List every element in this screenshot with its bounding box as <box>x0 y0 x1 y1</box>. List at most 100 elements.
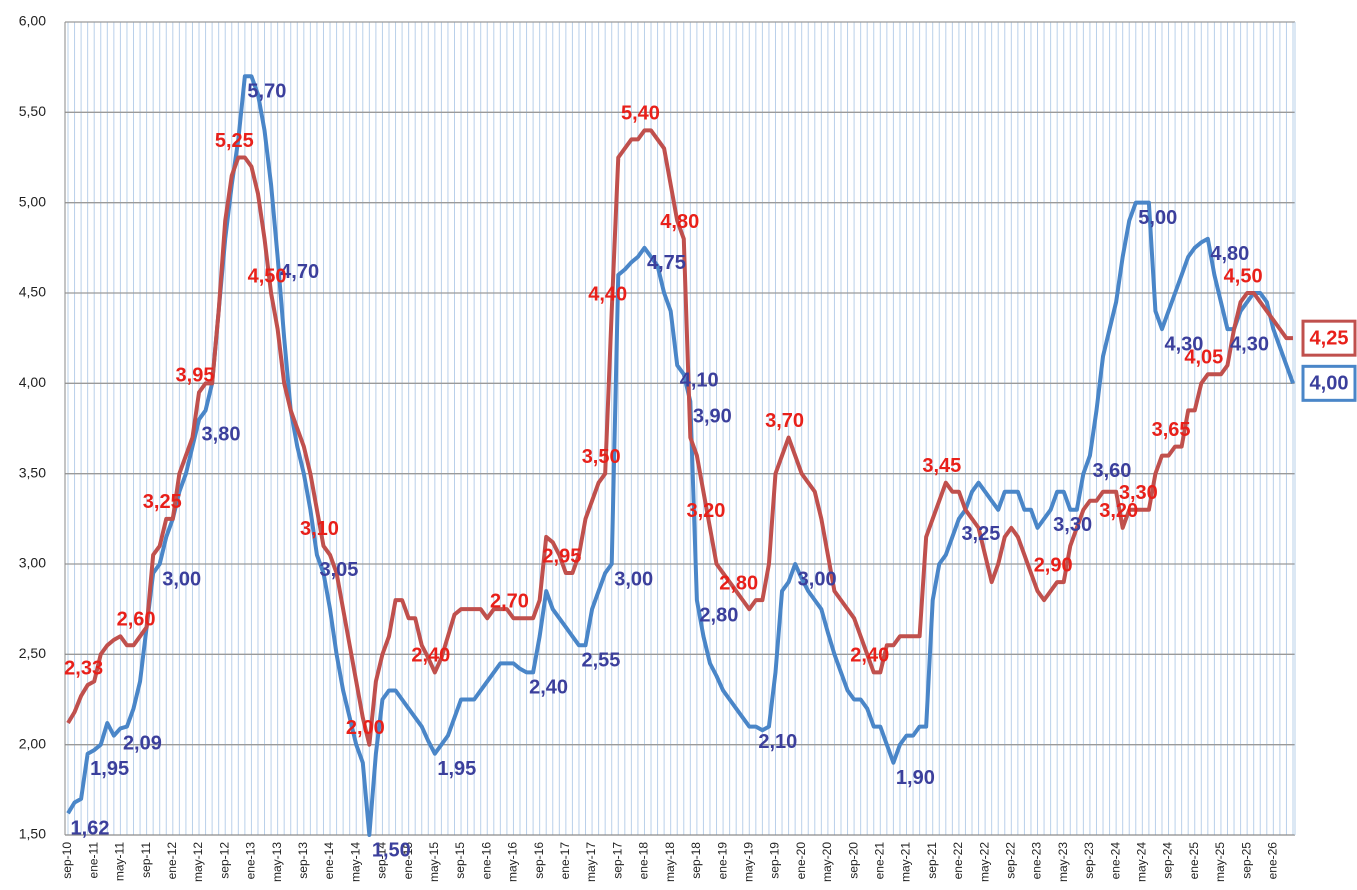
x-tick-label: sep-10 <box>60 842 74 879</box>
data-label: 3,30 <box>1119 482 1158 504</box>
x-tick-label: ene-17 <box>558 842 572 880</box>
data-label: 3,30 <box>1053 514 1092 536</box>
x-tick-label: ene-13 <box>244 842 258 880</box>
x-tick-label: may-23 <box>1056 842 1070 882</box>
data-label: 4,30 <box>1230 333 1269 355</box>
x-tick-label: ene-23 <box>1030 842 1044 880</box>
x-tick-label: sep-21 <box>925 842 939 879</box>
data-label: 1,95 <box>90 758 129 780</box>
data-label: 5,00 <box>1138 207 1177 229</box>
end-label: 4,25 <box>1310 327 1349 349</box>
x-tick-label: may-22 <box>977 842 991 882</box>
data-label: 4,30 <box>1165 333 1204 355</box>
x-tick-label: may-19 <box>741 842 755 882</box>
x-tick-label: sep-12 <box>217 842 231 879</box>
x-tick-label: may-15 <box>427 842 441 882</box>
data-label: 4,05 <box>1184 347 1223 369</box>
x-tick-label: sep-16 <box>532 842 546 879</box>
x-tick-label: ene-12 <box>165 842 179 880</box>
data-label: 3,65 <box>1152 419 1191 441</box>
x-tick-label: may-20 <box>820 842 834 882</box>
data-label: 2,40 <box>529 677 568 699</box>
x-tick-label: sep-22 <box>1003 842 1017 879</box>
x-tick-label: ene-15 <box>401 842 415 880</box>
y-tick-label: 2,50 <box>19 645 46 661</box>
data-label: 5,40 <box>621 103 660 125</box>
data-label: 2,00 <box>346 717 385 739</box>
data-label: 5,70 <box>247 80 286 102</box>
x-tick-label: may-18 <box>663 842 677 882</box>
data-label: 3,70 <box>765 410 804 432</box>
x-tick-label: ene-18 <box>637 842 651 880</box>
data-label: 1,50 <box>372 839 411 861</box>
x-tick-label: may-24 <box>1135 842 1149 882</box>
data-label: 3,00 <box>162 568 201 590</box>
x-tick-label: sep-15 <box>453 842 467 879</box>
series-line <box>66 128 1293 747</box>
x-tick-label: ene-26 <box>1266 842 1280 880</box>
end-label: 4,00 <box>1310 373 1349 395</box>
data-label: 2,95 <box>542 545 581 567</box>
data-label: 1,90 <box>896 767 935 789</box>
data-label: 2,09 <box>123 733 162 755</box>
x-tick-label: ene-11 <box>86 842 100 879</box>
data-label: 2,10 <box>758 731 797 753</box>
data-label: 2,33 <box>64 657 103 679</box>
data-label: 3,00 <box>614 568 653 590</box>
x-tick-label: may-11 <box>113 842 127 881</box>
x-tick-label: sep-24 <box>1161 842 1175 879</box>
x-tick-label: ene-14 <box>322 842 336 880</box>
data-label: 2,60 <box>117 609 156 631</box>
x-tick-label: sep-18 <box>689 842 703 879</box>
y-tick-label: 3,00 <box>19 555 46 571</box>
x-tick-label: sep-19 <box>768 842 782 879</box>
y-tick-label: 5,00 <box>19 193 46 209</box>
y-tick-label: 3,50 <box>19 464 46 480</box>
x-tick-label: ene-25 <box>1187 842 1201 880</box>
data-label: 3,60 <box>1092 460 1131 482</box>
data-label: 4,50 <box>248 265 287 287</box>
x-tick-label: ene-24 <box>1108 842 1122 880</box>
x-tick-label: sep-23 <box>1082 842 1096 879</box>
x-tick-label: sep-20 <box>846 842 860 879</box>
x-tick-label: may-25 <box>1213 842 1227 882</box>
x-tick-label: ene-20 <box>794 842 808 880</box>
x-tick-label: may-16 <box>506 842 520 882</box>
x-tick-label: may-12 <box>191 842 205 882</box>
x-tick-label: sep-25 <box>1239 842 1253 879</box>
data-label: 3,25 <box>143 491 182 513</box>
x-tick-label: ene-22 <box>951 842 965 880</box>
data-label: 2,80 <box>719 572 758 594</box>
data-label: 4,80 <box>660 211 699 233</box>
x-tick-label: sep-11 <box>139 842 153 878</box>
x-tick-label: ene-16 <box>479 842 493 880</box>
data-label: 3,45 <box>922 455 961 477</box>
data-label: 2,40 <box>850 645 889 667</box>
data-label: 2,55 <box>581 650 620 672</box>
data-label: 5,25 <box>215 130 254 152</box>
data-label: 3,95 <box>176 365 215 387</box>
data-label: 3,80 <box>202 424 241 446</box>
data-label: 4,40 <box>588 283 627 305</box>
y-tick-label: 5,50 <box>19 103 46 119</box>
data-label: 3,00 <box>798 568 837 590</box>
data-label: 4,50 <box>1224 265 1263 287</box>
y-tick-label: 1,50 <box>19 826 46 842</box>
data-label: 3,90 <box>693 406 732 428</box>
data-label: 3,10 <box>300 518 339 540</box>
y-tick-label: 4,00 <box>19 374 46 390</box>
data-label: 2,80 <box>699 604 738 626</box>
y-tick-label: 2,00 <box>19 735 46 751</box>
data-label: 4,80 <box>1210 243 1249 265</box>
x-tick-label: ene-19 <box>715 842 729 880</box>
x-tick-label: sep-14 <box>375 842 389 879</box>
end-label-box <box>1301 364 1357 402</box>
x-tick-label: may-14 <box>348 842 362 882</box>
y-tick-label: 4,50 <box>19 284 46 300</box>
x-tick-label: may-13 <box>270 842 284 882</box>
data-label: 3,50 <box>582 446 621 468</box>
data-label: 2,90 <box>1034 554 1073 576</box>
data-label: 3,05 <box>319 559 358 581</box>
x-tick-label: sep-13 <box>296 842 310 879</box>
